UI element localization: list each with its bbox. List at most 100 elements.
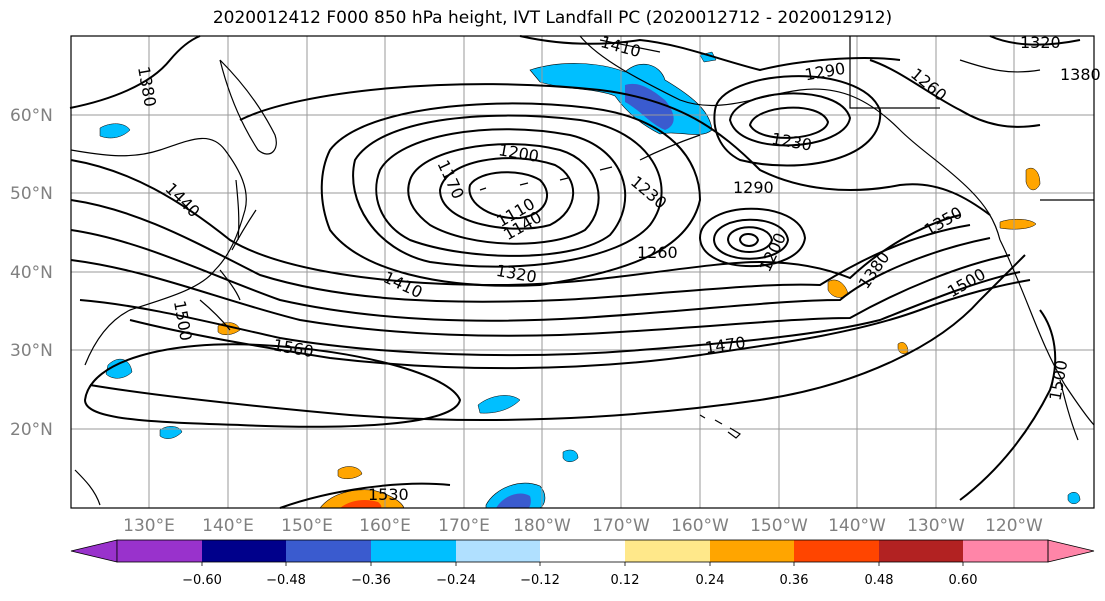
contour-1410-north [519,35,901,72]
shade-positive-east-3 [999,219,1037,230]
contour-low-alaska-2 [728,92,852,147]
coast-aleutians [479,134,701,191]
coast-baja [1059,379,1079,441]
contour-1440 [79,271,1021,357]
map-title: 2020012412 F000 850 hPa height, IVT Land… [212,8,893,28]
colorbar-bin [963,540,1048,562]
shade-positive-east-2 [1025,167,1041,191]
colorbar-tick-labels: −0.60 −0.48 −0.36 −0.24 −0.12 0.12 0.24 … [182,573,977,588]
contour-1380-nw [69,35,201,109]
shade-positive-south-2 [337,466,363,479]
colorbar-extend-low [70,539,118,563]
shade-negative-kamchatka [99,123,131,139]
contour-label: 1320 [1020,33,1061,52]
map-frame [70,35,1095,509]
contour-low-east-3 [712,218,790,260]
colorbar-bin [540,540,625,562]
contour-1260-ne [869,59,1041,128]
contour-1110 [468,171,549,220]
lon-tick: 130°W [907,516,965,536]
lon-tick: 170°E [438,516,490,536]
colorbar-bin [710,540,794,562]
colorbar-bin [117,540,202,562]
lat-tick: 20°N [10,420,53,440]
contour-1290-west [239,83,991,216]
colorbar-bin [371,540,456,562]
contour-1230 [352,114,663,268]
contour-low-alaska-3 [713,75,882,167]
contour-low-east-4 [698,207,807,268]
colorbar-bin [456,540,540,562]
contour-label: 1260 [637,243,678,262]
contour-label: 1530 [368,485,409,504]
shade-negative-alaska-core [625,83,674,130]
colorbar-bin [879,540,963,562]
shade-negative-west-1 [105,358,133,379]
contour-1140 [438,157,575,230]
lon-tick: 140°E [202,516,254,536]
contour-low-east-2 [726,226,774,253]
shade-positive-south [319,489,405,509]
contour-1530 [279,482,451,509]
lat-tick: 60°N [10,106,53,126]
colorbar-bin [286,540,371,562]
ivt-shading [99,51,1081,509]
shade-negative-southeast [1067,492,1081,504]
contour-1500 [89,254,1026,421]
shade-negative-south-core [496,493,531,508]
height-contours [69,35,1081,509]
lon-tick: 160°W [671,516,729,536]
colorbar-outline [116,539,1049,563]
coast-alaska-inner [599,39,1041,73]
contour-1320 [70,159,961,287]
contour-low-east-1 [738,233,760,247]
lon-tick: 130°E [123,516,175,536]
lon-tick: 140°W [828,516,886,536]
contour-1260 [320,102,702,287]
contour-1200 [375,128,627,257]
colorbar-tick-label: 0.36 [780,573,809,588]
contour-1500-south [959,309,1057,501]
contour-label: 1380 [1060,65,1101,84]
colorbar-tick-label: −0.12 [520,573,560,588]
colorbar-tick-label: −0.60 [182,573,222,588]
coast-alaska [579,35,1001,241]
lon-tick: 170°W [592,516,650,536]
colorbar-tick-label: 0.48 [865,573,894,588]
contour-1320-ne [989,35,1081,46]
colorbar-bin [625,540,710,562]
coast-asia-east [70,137,247,366]
contour-1410 [70,254,1011,337]
contour-label: 1290 [733,178,774,197]
colorbar-tick-label: −0.48 [266,573,306,588]
colorbar-extend-high [1047,539,1095,563]
colorbar: −0.60 −0.48 −0.36 −0.24 −0.12 0.12 0.24 … [70,539,1095,588]
colorbar-tick-label: 0.60 [949,573,978,588]
colorbar-ticks [201,562,964,566]
coast-japan [199,209,257,331]
lon-tick: 150°E [281,516,333,536]
coast-kamchatka [219,59,277,155]
border-canada-us [849,36,1094,201]
contour-1560 [83,343,462,428]
colorbar-tick-label: −0.36 [351,573,391,588]
colorbar-bin [794,540,879,562]
contour-1350 [70,199,971,303]
contour-1170 [407,143,600,245]
lat-tick: 40°N [10,263,53,283]
lon-tick: 160°E [359,516,411,536]
lon-tick: 120°W [985,516,1043,536]
colorbar-tick-label: 0.24 [696,573,725,588]
latitude-labels: 60°N 50°N 40°N 30°N 20°N [10,106,53,440]
contour-1470 [129,279,1031,370]
coastlines [70,35,1095,506]
contour-low-alaska-1 [748,106,830,139]
coast-hawaii [699,414,741,439]
contour-1380 [70,229,991,322]
coast-sakhalin [235,179,240,241]
shade-negative-small-1 [562,449,579,462]
shade-positive-south-core [340,500,382,508]
shade-negative-central [477,395,521,414]
colorbar-bin [202,540,286,562]
